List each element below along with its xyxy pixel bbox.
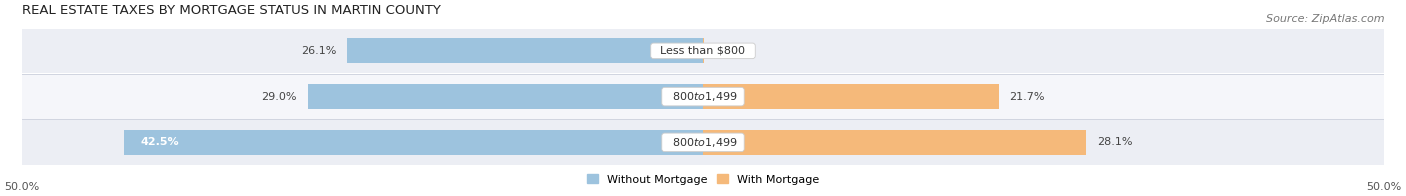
Text: 26.1%: 26.1% [301, 46, 336, 56]
Bar [21, 120, 1385, 165]
Text: 28.1%: 28.1% [1097, 137, 1132, 147]
Text: REAL ESTATE TAXES BY MORTGAGE STATUS IN MARTIN COUNTY: REAL ESTATE TAXES BY MORTGAGE STATUS IN … [21, 4, 440, 17]
Text: Less than $800: Less than $800 [654, 46, 752, 56]
Text: 29.0%: 29.0% [262, 92, 297, 102]
Bar [347, 38, 703, 64]
Bar [308, 84, 703, 109]
Text: 42.5%: 42.5% [141, 137, 179, 147]
Bar [124, 130, 703, 155]
Legend: Without Mortgage, With Mortgage: Without Mortgage, With Mortgage [588, 174, 818, 185]
Bar [703, 84, 998, 109]
Bar [703, 130, 1085, 155]
Text: $800 to $1,499: $800 to $1,499 [665, 136, 741, 149]
Text: 0.09%: 0.09% [713, 46, 748, 56]
Text: $800 to $1,499: $800 to $1,499 [665, 90, 741, 103]
Text: 21.7%: 21.7% [1010, 92, 1045, 102]
Text: Source: ZipAtlas.com: Source: ZipAtlas.com [1267, 14, 1385, 24]
Bar [21, 74, 1385, 119]
Bar [21, 29, 1385, 73]
